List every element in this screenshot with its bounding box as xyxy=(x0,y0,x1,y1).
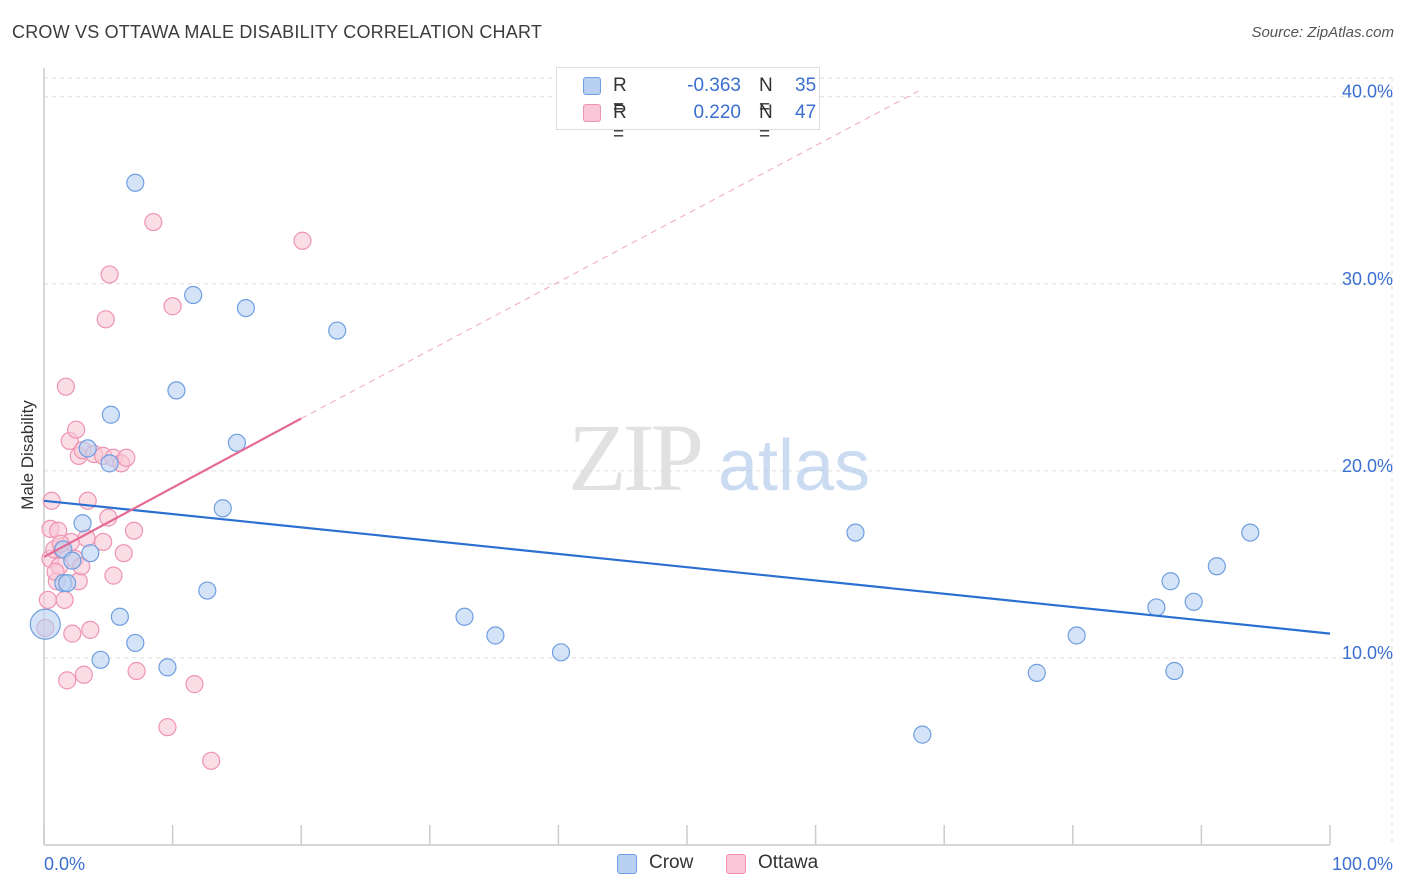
ottawa-point xyxy=(38,590,57,610)
crow-point xyxy=(198,581,217,600)
crow-point xyxy=(1207,557,1226,576)
crow-point xyxy=(126,633,145,653)
y-tick-label: 40.0% xyxy=(1342,82,1393,102)
ottawa-point xyxy=(67,420,86,439)
y-axis-label: Male Disability xyxy=(18,400,37,510)
ottawa-trend-line xyxy=(43,417,302,558)
crow-r-label: R = xyxy=(613,75,627,118)
crow-point xyxy=(78,439,97,458)
crow-point xyxy=(486,626,505,645)
crow-n-value: 35 xyxy=(795,75,817,96)
ottawa-point xyxy=(58,671,77,690)
crow-point xyxy=(1147,598,1166,617)
crow-point xyxy=(29,608,61,640)
ottawa-point xyxy=(117,448,136,467)
ottawa-r-label: R = xyxy=(613,102,627,145)
crow-point xyxy=(1027,663,1046,682)
x-tick-label: 100.0% xyxy=(1332,854,1393,874)
watermark: ZIP atlas xyxy=(568,404,870,511)
crow-trend-line xyxy=(43,499,1331,635)
chart-title: CROW VS OTTAWA MALE DISABILITY CORRELATI… xyxy=(12,22,543,42)
ottawa-point xyxy=(55,590,74,610)
ottawa-point xyxy=(293,231,312,250)
watermark-atlas: atlas xyxy=(718,426,870,506)
ottawa-legend-swatch xyxy=(726,854,746,874)
crow-point xyxy=(1067,626,1086,645)
ottawa-point xyxy=(100,265,119,284)
crow-n-label: N = xyxy=(759,75,773,118)
crow-point xyxy=(846,523,865,542)
crow-swatch xyxy=(583,77,601,95)
crow-point xyxy=(227,433,246,452)
ottawa-n-label: N = xyxy=(759,102,773,145)
ottawa-legend-label: Ottawa xyxy=(758,852,819,873)
ottawa-trend-extension xyxy=(300,90,919,419)
y-tick-label: 10.0% xyxy=(1342,643,1393,663)
crow-point xyxy=(455,607,474,626)
crow-point xyxy=(328,321,347,340)
crow-legend-label: Crow xyxy=(649,852,694,873)
crow-point xyxy=(58,573,77,593)
ottawa-point xyxy=(104,566,123,585)
crow-point xyxy=(110,607,129,626)
ottawa-series xyxy=(36,212,312,770)
y-tick-label: 20.0% xyxy=(1342,456,1393,476)
ottawa-point xyxy=(63,624,82,643)
ottawa-point xyxy=(163,297,182,316)
ottawa-point xyxy=(114,544,133,563)
crow-point xyxy=(1161,572,1180,591)
ottawa-point xyxy=(94,532,113,552)
crow-r-value: -0.363 xyxy=(687,75,741,96)
crow-point xyxy=(81,544,100,563)
ottawa-point xyxy=(99,508,118,527)
trend-lines xyxy=(43,90,1331,635)
ottawa-point xyxy=(124,521,144,540)
crow-point xyxy=(158,658,177,677)
watermark-zip: ZIP xyxy=(568,404,701,511)
crow-point xyxy=(1165,661,1184,681)
ottawa-point xyxy=(127,661,146,681)
tick-labels: 10.0% 20.0% 30.0% 40.0% 0.0% 100.0% xyxy=(44,82,1393,874)
ottawa-point xyxy=(56,377,75,396)
crow-point xyxy=(551,643,571,662)
crow-point xyxy=(63,551,82,570)
y-tick-label: 30.0% xyxy=(1342,269,1393,289)
ottawa-point xyxy=(158,718,177,737)
crow-point xyxy=(184,285,203,305)
source-label: Source: ZipAtlas.com xyxy=(1251,24,1394,41)
ottawa-swatch xyxy=(583,104,601,122)
crow-point xyxy=(1184,592,1203,611)
ottawa-point xyxy=(81,620,100,639)
crow-point xyxy=(126,173,145,192)
ottawa-r-value: 0.220 xyxy=(693,102,741,123)
ottawa-point xyxy=(202,751,221,770)
ottawa-point xyxy=(96,310,115,329)
crow-point xyxy=(213,499,232,518)
crow-point xyxy=(167,381,186,400)
crow-point xyxy=(1241,523,1260,542)
axes xyxy=(43,68,1331,846)
crow-point xyxy=(101,405,120,424)
crow-point xyxy=(73,514,92,533)
ottawa-point xyxy=(185,675,204,694)
correlation-legend: R = -0.363 N = 35 R = 0.220 N = 47 xyxy=(556,67,820,145)
crow-legend-swatch xyxy=(617,854,637,874)
crow-point xyxy=(913,725,932,744)
crow-series xyxy=(29,173,1260,744)
x-tick-label: 0.0% xyxy=(44,854,85,874)
crow-point xyxy=(100,454,119,473)
crow-point xyxy=(91,650,110,669)
ottawa-n-value: 47 xyxy=(795,102,817,123)
ottawa-point xyxy=(74,665,93,684)
crow-point xyxy=(236,299,256,318)
ottawa-point xyxy=(144,212,163,232)
